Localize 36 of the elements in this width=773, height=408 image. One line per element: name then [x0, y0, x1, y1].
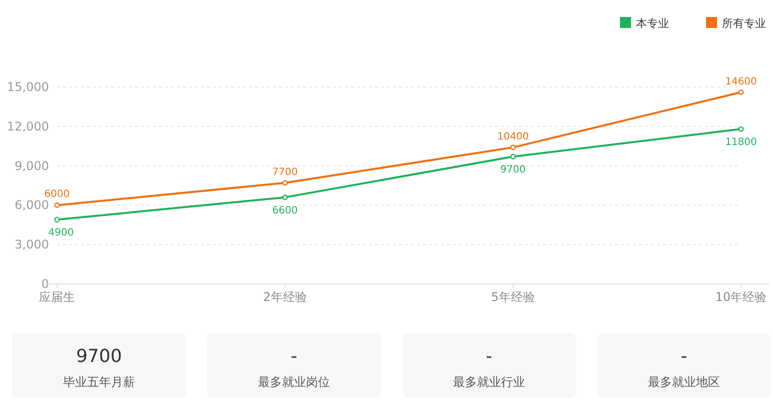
text: -	[680, 346, 688, 367]
point	[738, 126, 744, 132]
x-tick-label: 10年经验	[715, 290, 767, 304]
point	[54, 202, 60, 208]
data-label: 11800	[725, 137, 757, 148]
point	[510, 144, 516, 150]
point	[738, 89, 744, 96]
data-label: 4900	[48, 228, 74, 239]
point	[54, 216, 60, 222]
legend-label: 所有专业	[722, 17, 766, 30]
point	[282, 194, 288, 200]
y-tick-label: 12,000	[7, 119, 49, 134]
text: -	[486, 346, 492, 367]
legend-label: 本专业	[636, 17, 669, 30]
x-tick-label: 2年经验	[263, 290, 307, 304]
text: 毕业五年月薪	[63, 375, 135, 389]
text: 9700	[76, 346, 122, 367]
data-label: 9700	[500, 164, 526, 176]
text: 最多就业岗位	[258, 375, 330, 389]
text: 最多就业地区	[648, 375, 720, 389]
point	[510, 154, 516, 160]
y-tick-label: 6,000	[14, 198, 49, 212]
x-tick-label: 5年经验	[491, 290, 535, 304]
data-label: 6000	[44, 189, 70, 200]
x-tick-label: 应届生	[39, 290, 75, 304]
text: 最多就业行业	[453, 375, 525, 389]
y-tick-label: 15,000	[7, 80, 49, 94]
data-label: 10400	[497, 131, 529, 142]
data-label: 6600	[272, 205, 298, 216]
y-tick-label: 0	[41, 277, 49, 291]
data-label: 7700	[272, 166, 298, 178]
point	[282, 180, 288, 186]
y-tick-label: 9,000	[14, 158, 49, 173]
text: -	[290, 346, 298, 367]
data-label: 14600	[725, 76, 757, 88]
y-tick-label: 3,000	[14, 238, 49, 252]
